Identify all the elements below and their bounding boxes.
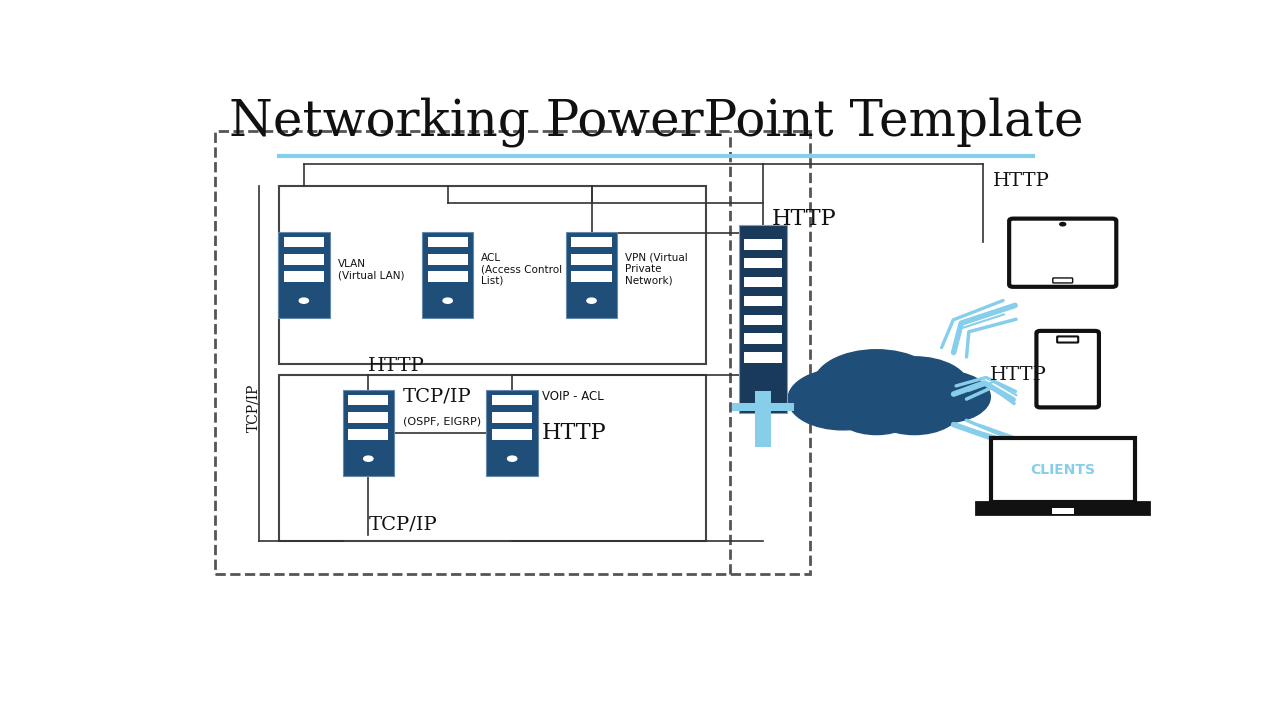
- FancyBboxPatch shape: [486, 390, 538, 476]
- Text: Networking PowerPoint Template: Networking PowerPoint Template: [229, 97, 1083, 148]
- FancyBboxPatch shape: [744, 333, 782, 343]
- FancyBboxPatch shape: [492, 395, 532, 405]
- Text: HTTP: HTTP: [541, 422, 607, 444]
- Circle shape: [835, 387, 919, 435]
- Circle shape: [897, 371, 991, 423]
- Text: TCP/IP: TCP/IP: [369, 516, 436, 534]
- Text: CLIENTS: CLIENTS: [1030, 464, 1096, 477]
- FancyBboxPatch shape: [1037, 331, 1100, 408]
- FancyBboxPatch shape: [428, 254, 467, 264]
- Text: HTTP: HTTP: [991, 366, 1047, 384]
- Circle shape: [1060, 222, 1066, 226]
- FancyBboxPatch shape: [755, 392, 771, 446]
- Circle shape: [300, 298, 308, 303]
- FancyBboxPatch shape: [1052, 508, 1074, 514]
- FancyBboxPatch shape: [348, 429, 388, 440]
- FancyBboxPatch shape: [744, 276, 782, 287]
- Text: HTTP: HTTP: [993, 171, 1050, 189]
- FancyBboxPatch shape: [284, 254, 324, 264]
- FancyBboxPatch shape: [991, 438, 1134, 503]
- Text: HTTP: HTTP: [772, 209, 837, 230]
- FancyBboxPatch shape: [343, 390, 394, 476]
- FancyBboxPatch shape: [492, 413, 532, 423]
- FancyBboxPatch shape: [1057, 336, 1078, 343]
- FancyBboxPatch shape: [1009, 219, 1116, 287]
- Circle shape: [868, 383, 961, 435]
- Circle shape: [364, 456, 372, 462]
- FancyBboxPatch shape: [278, 232, 330, 318]
- FancyBboxPatch shape: [744, 352, 782, 363]
- FancyBboxPatch shape: [566, 232, 617, 318]
- FancyBboxPatch shape: [732, 403, 794, 410]
- Text: VLAN
(Virtual LAN): VLAN (Virtual LAN): [338, 258, 404, 280]
- Circle shape: [813, 350, 940, 420]
- Text: HTTP: HTTP: [369, 357, 425, 375]
- Circle shape: [788, 369, 897, 430]
- Text: TCP/IP: TCP/IP: [403, 388, 472, 406]
- FancyBboxPatch shape: [284, 237, 324, 248]
- Text: VOIP - ACL: VOIP - ACL: [541, 390, 604, 403]
- FancyBboxPatch shape: [428, 237, 467, 248]
- FancyBboxPatch shape: [571, 271, 612, 282]
- FancyBboxPatch shape: [977, 503, 1149, 514]
- FancyBboxPatch shape: [422, 232, 474, 318]
- Text: TCP/IP: TCP/IP: [246, 384, 260, 432]
- Circle shape: [507, 456, 517, 462]
- FancyBboxPatch shape: [284, 271, 324, 282]
- Circle shape: [443, 298, 452, 303]
- FancyBboxPatch shape: [1053, 278, 1073, 283]
- FancyBboxPatch shape: [744, 258, 782, 269]
- FancyBboxPatch shape: [571, 254, 612, 264]
- FancyBboxPatch shape: [1021, 230, 1105, 276]
- Text: (OSPF, EIGRP): (OSPF, EIGRP): [403, 417, 481, 427]
- FancyBboxPatch shape: [428, 271, 467, 282]
- FancyBboxPatch shape: [571, 237, 612, 248]
- FancyBboxPatch shape: [492, 429, 532, 440]
- Text: VPN (Virtual
Private
Network): VPN (Virtual Private Network): [625, 253, 687, 286]
- Circle shape: [586, 298, 596, 303]
- Text: ACL
(Access Control
List): ACL (Access Control List): [481, 253, 562, 286]
- FancyBboxPatch shape: [744, 239, 782, 250]
- FancyBboxPatch shape: [348, 395, 388, 405]
- FancyBboxPatch shape: [348, 413, 388, 423]
- Circle shape: [860, 357, 969, 418]
- FancyBboxPatch shape: [740, 225, 787, 413]
- FancyBboxPatch shape: [744, 296, 782, 306]
- FancyBboxPatch shape: [744, 315, 782, 325]
